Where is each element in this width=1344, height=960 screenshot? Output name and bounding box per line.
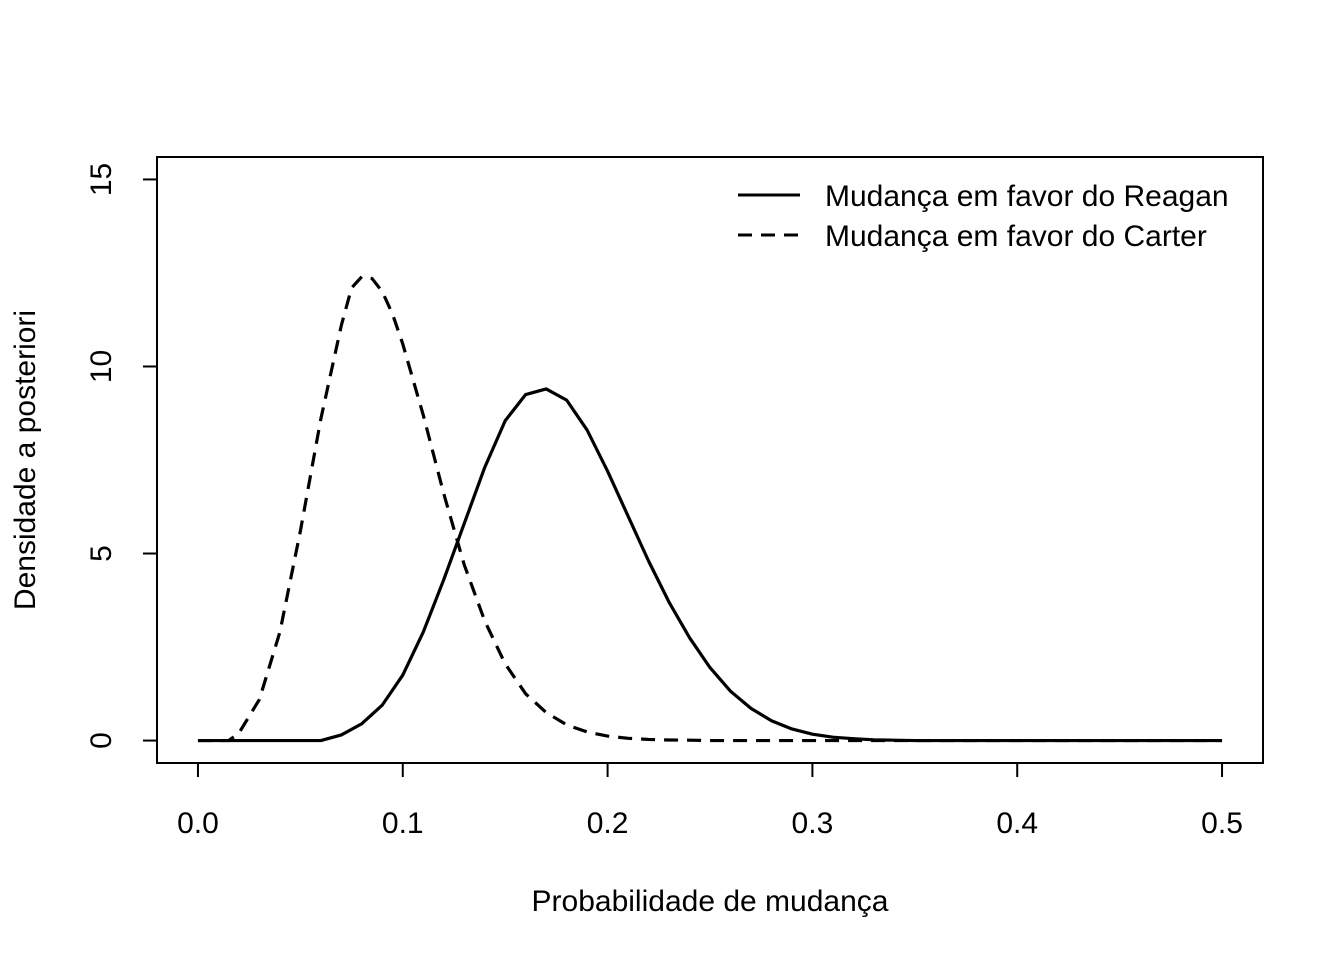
- y-tick-label: 0: [85, 732, 118, 749]
- x-tick-label: 0.1: [382, 807, 424, 840]
- x-tick-label: 0.2: [587, 807, 629, 840]
- series-layer: [197, 275, 1223, 743]
- x-axis-label: Probabilidade de mudança: [532, 885, 889, 918]
- legend: Mudança em favor do Reagan Mudança em fa…: [738, 180, 1229, 253]
- x-tick-label: 0.4: [996, 807, 1038, 840]
- y-tick-label: 15: [85, 163, 118, 196]
- y-axis-label: Densidade a posteriori: [9, 310, 42, 610]
- legend-label-reagan: Mudança em favor do Reagan: [825, 180, 1229, 213]
- x-tick-label: 0.5: [1201, 807, 1243, 840]
- legend-label-carter: Mudança em favor do Carter: [825, 220, 1207, 253]
- y-tick-label: 10: [85, 350, 118, 383]
- x-tick-label: 0.3: [792, 807, 834, 840]
- series-line-carter: [197, 275, 1223, 743]
- x-axis: 0.0 0.1 0.2 0.3 0.4 0.5: [177, 762, 1243, 840]
- series-line-reagan: [197, 387, 1223, 743]
- y-tick-label: 5: [85, 545, 118, 562]
- x-tick-label: 0.0: [177, 807, 219, 840]
- y-axis: 0 5 10 15: [85, 163, 158, 749]
